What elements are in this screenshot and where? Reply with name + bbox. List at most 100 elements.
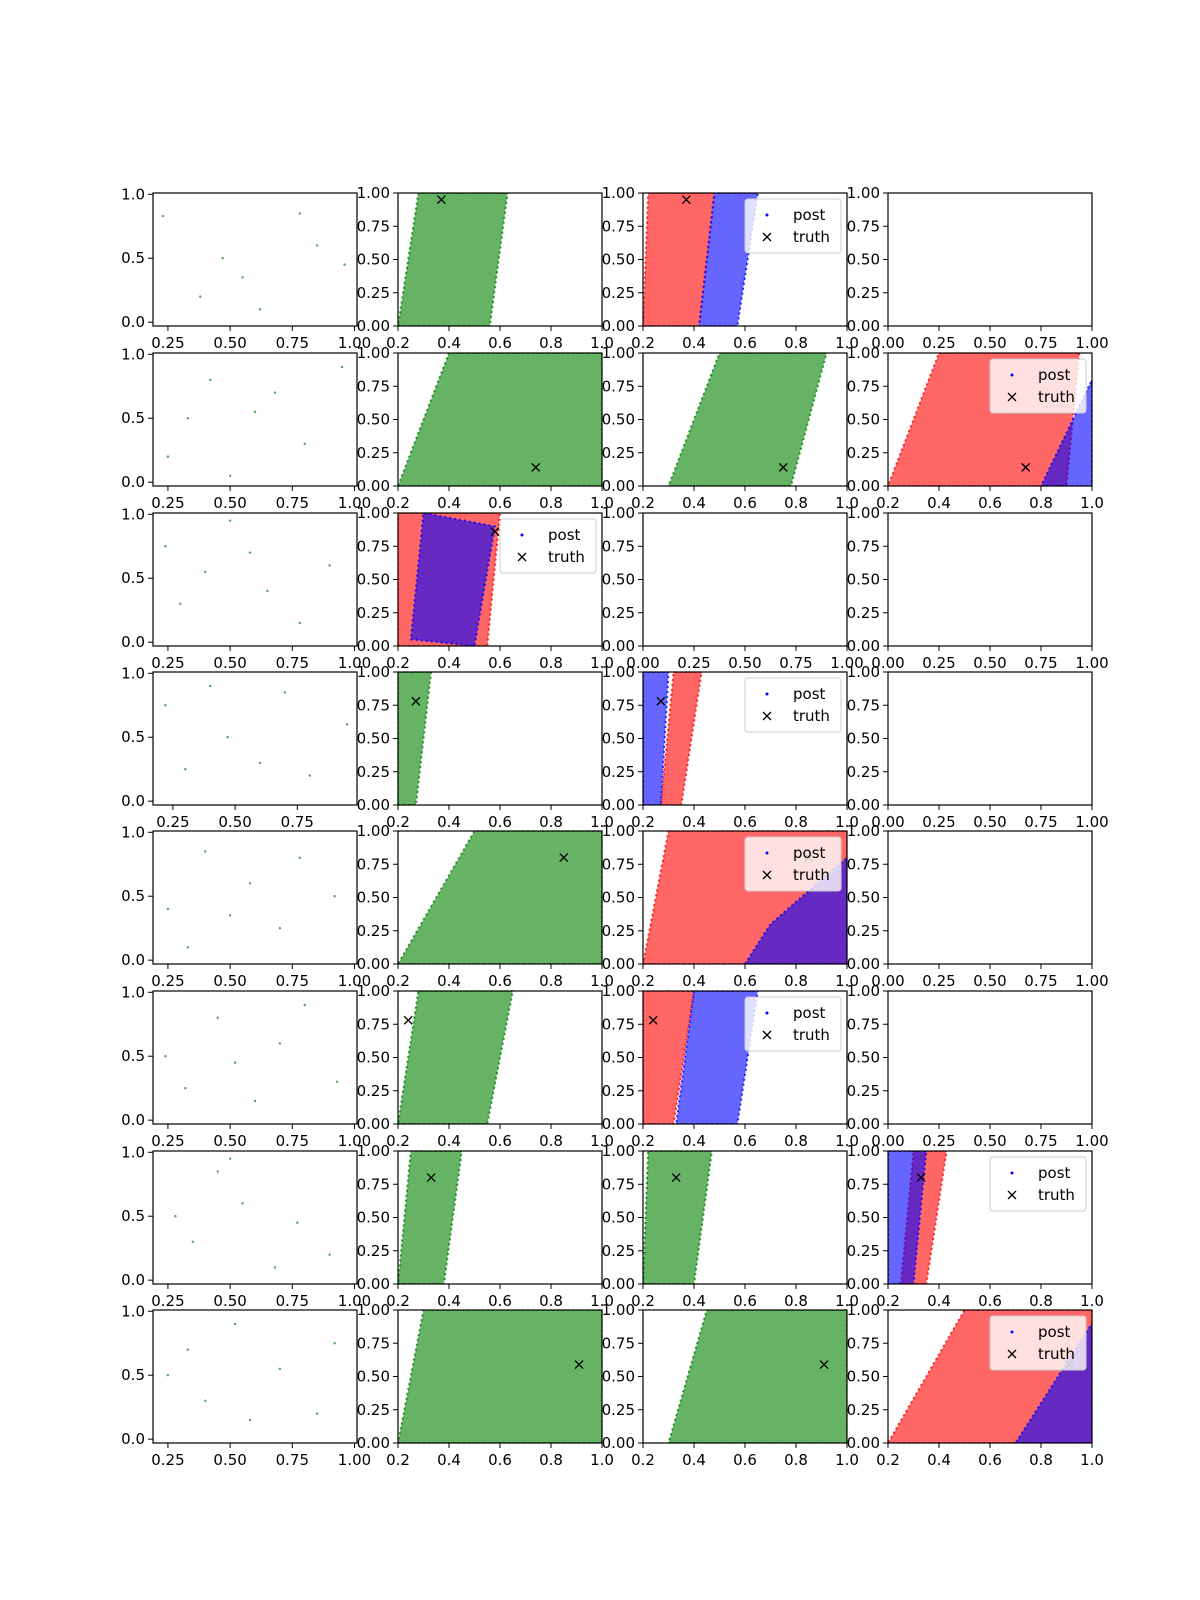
sample-point xyxy=(248,551,252,554)
y-tick-label: 0.50 xyxy=(847,1368,880,1386)
x-tick-label: 0.4 xyxy=(437,1132,461,1150)
sample-point xyxy=(345,723,349,726)
x-tick-label: 0.75 xyxy=(1024,972,1057,990)
x-tick-label: 0.25 xyxy=(922,813,955,831)
x-tick-label: 0.2 xyxy=(631,334,655,352)
axes-frame xyxy=(887,1150,1093,1285)
axes-frame xyxy=(152,352,358,487)
x-tick-label: 0.4 xyxy=(927,1451,951,1469)
x-tick-label: 0.50 xyxy=(973,813,1006,831)
y-tick-label: 0.75 xyxy=(357,1334,390,1352)
x-tick-label: 1.00 xyxy=(1075,1132,1108,1150)
x-tick-label: 0.00 xyxy=(871,813,904,831)
axes-frame xyxy=(642,671,848,806)
x-tick-label: 0.4 xyxy=(682,1451,706,1469)
legend-label: truth xyxy=(1038,388,1075,406)
x-tick-label: 0.50 xyxy=(213,1132,246,1150)
y-tick-label: 0.50 xyxy=(847,889,880,907)
x-tick-label: 1.0 xyxy=(835,1292,859,1310)
x-tick-label: 0.6 xyxy=(978,1451,1002,1469)
sample-point xyxy=(333,895,336,898)
y-tick-label: 1.00 xyxy=(602,822,635,840)
sample-point xyxy=(343,263,346,266)
sample-point xyxy=(164,545,167,548)
y-tick-label: 0.5 xyxy=(121,1366,145,1384)
x-tick-label: 0.8 xyxy=(539,813,563,831)
x-tick-label: 1.0 xyxy=(590,494,614,512)
sample-point xyxy=(161,214,165,218)
x-tick-label: 1.0 xyxy=(835,972,859,990)
x-tick-label: 0.6 xyxy=(733,972,757,990)
sample-point xyxy=(184,767,187,771)
x-tick-label: 1.00 xyxy=(338,972,371,990)
x-tick-label: 0.6 xyxy=(488,494,512,512)
x-tick-label: 0.2 xyxy=(631,1451,655,1469)
sample-point xyxy=(273,391,277,394)
y-tick-label: 0.50 xyxy=(847,411,880,429)
truth-marker xyxy=(411,696,421,706)
x-tick-label: 1.0 xyxy=(590,1292,614,1310)
x-tick-label: 0.25 xyxy=(156,813,189,831)
legend-marker xyxy=(1007,1349,1017,1359)
x-tick-label: 1.00 xyxy=(338,334,371,352)
truth-marker xyxy=(656,696,666,706)
y-tick-label: 0.5 xyxy=(121,728,145,746)
y-tick-label: 0.5 xyxy=(121,1047,145,1065)
y-tick-label: 0.75 xyxy=(602,1015,635,1033)
sample-point xyxy=(216,1170,219,1173)
y-tick-label: 0.00 xyxy=(847,1115,880,1133)
x-tick-label: 0.75 xyxy=(276,1451,309,1469)
y-tick-label: 0.75 xyxy=(357,696,390,714)
axes-frame xyxy=(642,1309,848,1444)
sample-point xyxy=(315,244,319,247)
axes-frame xyxy=(397,352,603,487)
posterior-cloud xyxy=(398,193,509,326)
legend-marker xyxy=(520,533,524,537)
y-tick-label: 1.00 xyxy=(602,1142,635,1160)
x-tick-label: 0.75 xyxy=(276,1132,309,1150)
legend-label: post xyxy=(1038,366,1071,384)
y-tick-label: 0.0 xyxy=(121,1271,145,1289)
y-tick-label: 0.75 xyxy=(847,217,880,235)
x-tick-label: 0.25 xyxy=(151,972,184,990)
posterior-cloud xyxy=(398,831,602,964)
y-tick-label: 1.00 xyxy=(357,822,390,840)
sample-point xyxy=(204,850,207,853)
sample-point xyxy=(164,1055,167,1058)
x-tick-label: 0.2 xyxy=(386,494,410,512)
truth-marker xyxy=(426,1173,436,1183)
y-tick-label: 0.00 xyxy=(357,317,390,335)
plot-area xyxy=(398,991,514,1124)
y-tick-label: 1.0 xyxy=(121,664,145,682)
posterior-cloud xyxy=(667,353,828,486)
y-tick-label: 1.00 xyxy=(847,344,880,362)
y-tick-label: 1.0 xyxy=(121,1302,145,1320)
y-tick-label: 0.0 xyxy=(121,792,145,810)
x-tick-label: 0.25 xyxy=(922,654,955,672)
x-tick-label: 0.6 xyxy=(733,494,757,512)
y-tick-label: 0.00 xyxy=(847,1434,880,1452)
x-tick-label: 0.2 xyxy=(631,494,655,512)
posterior-cloud xyxy=(398,991,514,1124)
sample-point xyxy=(253,1099,257,1103)
x-tick-label: 0.50 xyxy=(973,1132,1006,1150)
x-tick-label: 1.00 xyxy=(830,654,863,672)
y-tick-label: 0.0 xyxy=(121,1430,145,1448)
y-tick-label: 0.75 xyxy=(602,217,635,235)
x-tick-label: 1.00 xyxy=(1075,813,1108,831)
posterior-cloud xyxy=(698,193,759,326)
y-tick-label: 0.25 xyxy=(357,444,390,462)
x-tick-label: 0.25 xyxy=(151,1292,184,1310)
y-tick-label: 0.00 xyxy=(602,477,635,495)
sample-point xyxy=(166,1374,170,1377)
plot-area xyxy=(164,684,349,777)
y-tick-label: 1.00 xyxy=(847,1301,880,1319)
y-tick-label: 0.50 xyxy=(357,1209,390,1227)
x-tick-label: 0.4 xyxy=(437,1292,461,1310)
x-tick-label: 0.2 xyxy=(386,334,410,352)
y-tick-label: 0.00 xyxy=(847,477,880,495)
truth-marker xyxy=(574,1360,584,1369)
y-tick-label: 0.25 xyxy=(602,1401,635,1419)
y-tick-label: 0.25 xyxy=(357,604,390,622)
y-tick-label: 0.50 xyxy=(357,1049,390,1067)
